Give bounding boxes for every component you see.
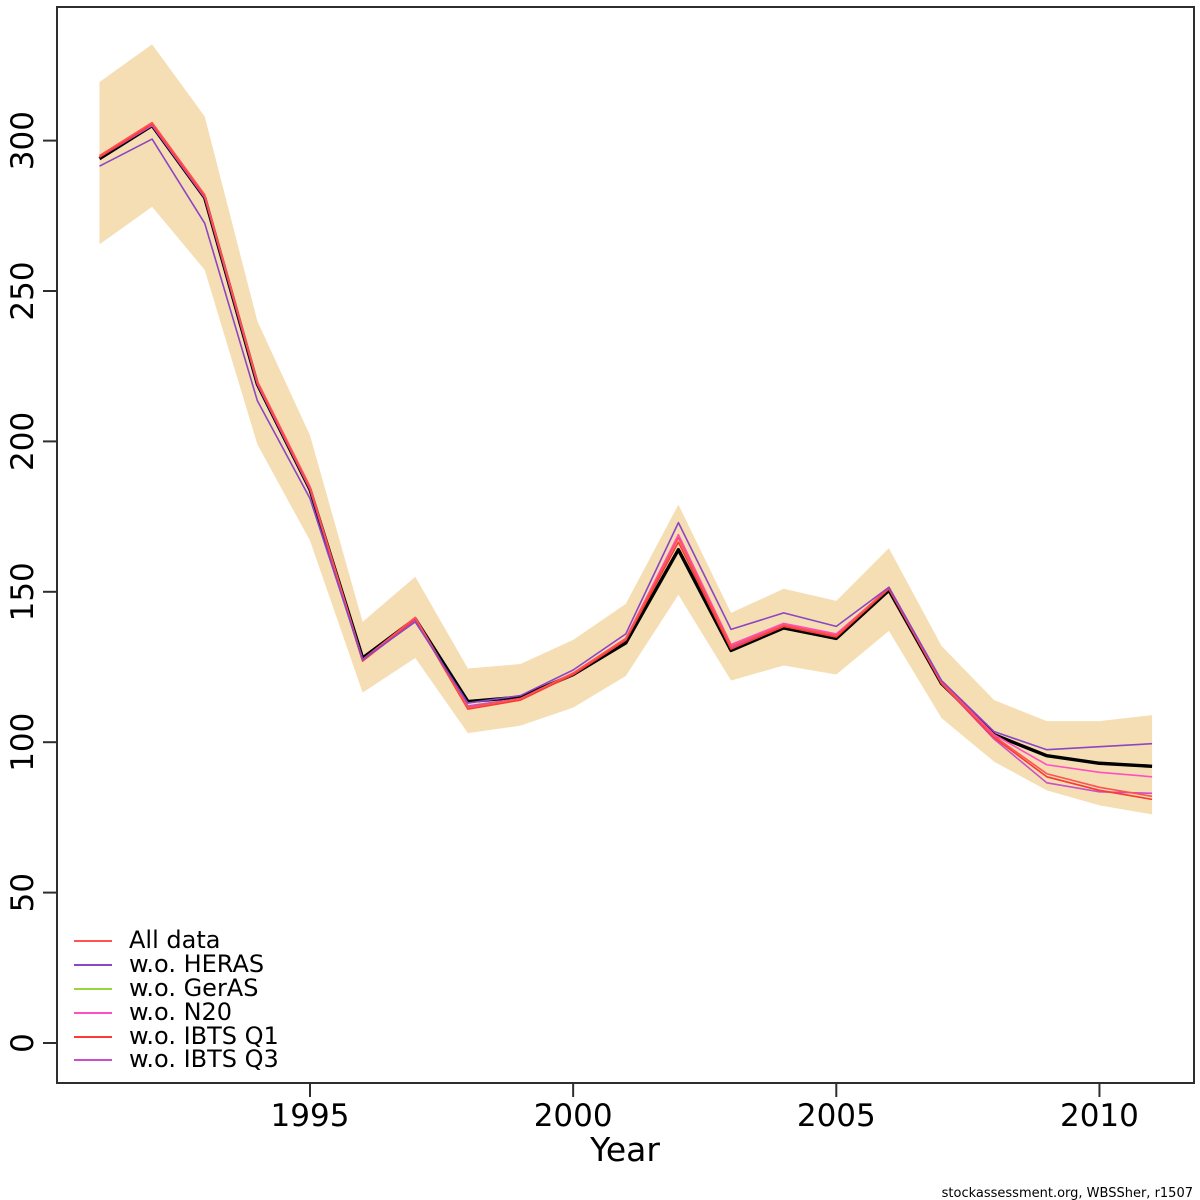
- series-line-w-o-heras: [99, 138, 1153, 751]
- x-axis-ticks: 1995 2000 2005 2010: [271, 1083, 1139, 1134]
- confidence-band-group: [99, 44, 1153, 815]
- legend-item: w.o. IBTS Q3: [74, 1048, 279, 1072]
- legend-item: w.o. GerAS: [74, 973, 279, 1002]
- legend-line-swatch: [74, 939, 112, 942]
- x-tick-label: 1995: [271, 1098, 350, 1134]
- legend-item: w.o. HERAS: [74, 949, 279, 978]
- y-tick-label: 150: [5, 562, 41, 621]
- x-axis-title: Year: [589, 1130, 660, 1169]
- legend-line-swatch: [74, 1011, 112, 1014]
- y-axis-ticks: 0 50 100 150 200 250 300: [5, 111, 57, 1053]
- legend-line-swatch: [74, 987, 112, 990]
- series-lines-group: [98, 121, 1153, 801]
- y-tick-label: 100: [5, 713, 41, 772]
- legend-line-swatch: [74, 963, 112, 966]
- series-line-w-o-geras: [99, 123, 1153, 801]
- plot-border: [56, 6, 1195, 1084]
- x-tick-label: 2005: [797, 1098, 876, 1134]
- series-line-w-o-ibts-q1: [99, 123, 1153, 801]
- legend-line-swatch: [74, 1035, 112, 1038]
- legend-line-swatch: [74, 1059, 112, 1062]
- legend-item-label: w.o. IBTS Q1: [129, 1021, 279, 1050]
- legend-item-label: w.o. GerAS: [129, 973, 259, 1002]
- legend-item: w.o. N20: [74, 997, 279, 1026]
- chart-legend: All data w.o. HERAS w.o. GerAS w.o. N20 w.o.…: [74, 926, 279, 1072]
- y-tick-label: 250: [5, 261, 41, 320]
- series-line-w-o-ibts-q3: [99, 124, 1153, 795]
- legend-item: w.o. IBTS Q1: [74, 1021, 279, 1050]
- attribution-text: stockassessment.org, WBSSher, r1507: [942, 1186, 1193, 1200]
- x-tick-label: 2000: [534, 1098, 613, 1134]
- legend-item-label: w.o. IBTS Q3: [129, 1045, 279, 1074]
- y-tick-label: 50: [5, 873, 41, 912]
- legend-item-label: w.o. N20: [129, 997, 233, 1026]
- confidence-band: [99, 44, 1153, 815]
- y-tick-label: 300: [5, 111, 41, 170]
- series-line-all-data: [99, 121, 1153, 798]
- legend-item-label: w.o. HERAS: [129, 949, 265, 978]
- y-tick-label: 200: [5, 412, 41, 471]
- y-tick-label: 0: [5, 1033, 41, 1053]
- series-line-w-o-n20: [99, 123, 1153, 778]
- x-tick-label: 2010: [1060, 1098, 1139, 1134]
- legend-item: All data: [74, 926, 279, 954]
- legend-item-label: All data: [129, 926, 221, 954]
